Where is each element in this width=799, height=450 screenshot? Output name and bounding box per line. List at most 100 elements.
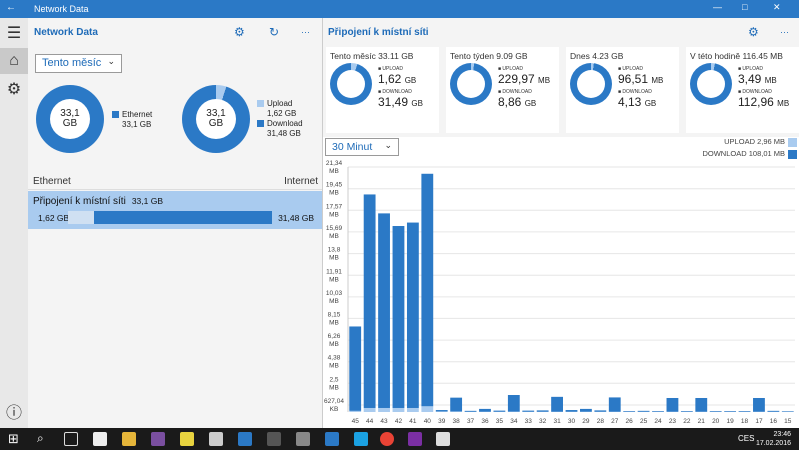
store-icon[interactable] [93, 432, 107, 446]
x-tick-label: 43 [380, 418, 388, 425]
stat-download-value: 8,86 GB [498, 95, 536, 109]
panel-divider [322, 18, 323, 428]
weather-app-icon[interactable] [238, 432, 252, 446]
media-app-icon[interactable] [151, 432, 165, 446]
nav-rail: ☰ ⌂ ⚙ ⓘ [0, 18, 28, 428]
period-select-value: Tento měsíc [42, 57, 102, 69]
download-bar [652, 411, 664, 412]
stat-card-ring-center [337, 70, 365, 98]
y-tick-label: 19,45 MB [326, 182, 343, 197]
y-tick-label-line: MB [329, 190, 339, 197]
y-tick-label-line: 13,8 [328, 247, 341, 254]
onenote-icon[interactable] [408, 432, 422, 446]
start-button-icon[interactable]: ⊞ [8, 431, 19, 446]
detail-more-options-icon[interactable]: ··· [780, 27, 789, 37]
y-tick-label-line: MB [329, 276, 339, 283]
hamburger-menu-icon[interactable]: ☰ [6, 25, 22, 42]
legend-download-label: Download [267, 119, 303, 128]
calculator-icon[interactable] [209, 432, 223, 446]
download-bar [493, 410, 506, 412]
chart-legend-upload: UPLOAD 2,96 MB [724, 137, 785, 146]
stat-upload-label: ■ UPLOAD [738, 66, 763, 72]
y-tick-label: 10,03 MB [326, 290, 343, 305]
y-tick-label-line: 10,03 [326, 290, 343, 297]
language-indicator[interactable]: CES [738, 434, 755, 443]
stat-upload-unit: MB [538, 76, 551, 85]
windows-taskbar: ⊞ ⌕ 23:46 17.02.2016 CES [0, 428, 799, 450]
interval-select-value: 30 Minut [332, 141, 373, 153]
stat-upload-unit: GB [404, 76, 417, 85]
download-bar [378, 213, 390, 408]
y-tick-label-line: MB [329, 168, 339, 175]
stat-upload-value: 1,62 GB [378, 72, 416, 86]
chrome-icon[interactable] [380, 432, 394, 446]
twitter-icon[interactable] [354, 432, 368, 446]
y-tick-label-line: MB [329, 255, 339, 262]
back-arrow-icon[interactable]: ← [6, 2, 16, 13]
settings-gear-icon[interactable]: ⚙ [6, 81, 22, 98]
stat-upload-number: 229,97 [498, 72, 535, 86]
download-bar [479, 408, 491, 412]
download-bar [522, 410, 535, 412]
y-tick-label: 21,34 MB [326, 160, 343, 175]
interval-select[interactable]: 30 Minut ⌄ [325, 138, 399, 156]
app-icon[interactable] [267, 432, 281, 446]
stat-download-unit: GB [644, 99, 657, 108]
download-bar [507, 395, 520, 412]
network-data-app-icon[interactable] [436, 432, 450, 446]
chart-legend-download: DOWNLOAD 108,01 MB [702, 149, 785, 158]
app-icon[interactable] [296, 432, 310, 446]
maximize-button[interactable]: □ [742, 2, 748, 12]
notes-app-icon[interactable] [180, 432, 194, 446]
minimize-button[interactable]: — [713, 2, 722, 12]
taskbar-clock[interactable]: 23:46 17.02.2016 [756, 430, 791, 448]
stat-download-label-text: DOWNLOAD [742, 89, 772, 95]
download-bar [392, 226, 405, 408]
stat-upload-label: ■ UPLOAD [498, 66, 523, 72]
search-icon[interactable]: ⌕ [37, 431, 44, 445]
chevron-down-icon: ⌄ [384, 140, 392, 150]
x-tick-label: 25 [640, 418, 648, 425]
y-tick-label-line: MB [329, 384, 339, 391]
period-select[interactable]: Tento měsíc ⌄ [35, 54, 122, 73]
task-view-icon[interactable] [64, 432, 78, 446]
connection-row[interactable]: Připojení k místní síti 33,1 GB 1,62 GB 3… [28, 191, 322, 229]
close-button[interactable]: ✕ [773, 2, 781, 12]
x-tick-label: 35 [496, 418, 504, 425]
stat-upload-value: 229,97 MB [498, 72, 550, 86]
overview-panel: Network Data ⚙ ↻ ··· Tento měsíc ⌄ 33,1 … [28, 18, 322, 428]
usage-chart-area: 30 Minut ⌄ UPLOAD 2,96 MB DOWNLOAD 108,0… [323, 137, 799, 428]
y-tick-label-line: 6,26 [328, 333, 341, 340]
y-tick-label-line: 17,57 [326, 203, 343, 210]
y-tick-label-line: 8,15 [328, 311, 341, 318]
info-icon[interactable]: ⓘ [5, 405, 22, 422]
download-bar [580, 408, 592, 412]
y-tick-label: 13,8 MB [328, 247, 341, 262]
x-tick-label: 29 [582, 418, 590, 425]
upload-bar [392, 407, 405, 412]
dropbox-icon[interactable] [325, 432, 339, 446]
download-bar [695, 397, 708, 412]
stat-upload-label-text: UPLOAD [382, 66, 403, 72]
stat-download-label-text: DOWNLOAD [502, 89, 532, 95]
home-icon[interactable]: ⌂ [0, 48, 28, 74]
refresh-icon[interactable]: ↻ [269, 25, 280, 39]
more-options-icon[interactable]: ··· [301, 27, 310, 37]
stat-upload-number: 1,62 [378, 72, 402, 86]
y-tick-label-line: 19,45 [326, 182, 343, 189]
upload-bar [421, 406, 434, 412]
stat-download-label-text: DOWNLOAD [382, 89, 412, 95]
x-tick-label: 41 [409, 418, 417, 425]
stat-download-number: 4,13 [618, 95, 642, 109]
download-bar [421, 173, 434, 407]
y-tick-label-line: 11,91 [326, 268, 342, 275]
panel-settings-gear-icon[interactable]: ⚙ [234, 25, 245, 39]
download-bar [767, 410, 780, 412]
file-explorer-icon[interactable] [122, 432, 136, 446]
stat-upload-label-text: UPLOAD [742, 66, 763, 72]
detail-settings-gear-icon[interactable]: ⚙ [748, 25, 759, 39]
y-tick-label: 8,15 MB [328, 311, 341, 326]
upload-download-donut-total: 33,1 GB [196, 99, 236, 139]
y-tick-label: 17,57 MB [326, 203, 343, 218]
